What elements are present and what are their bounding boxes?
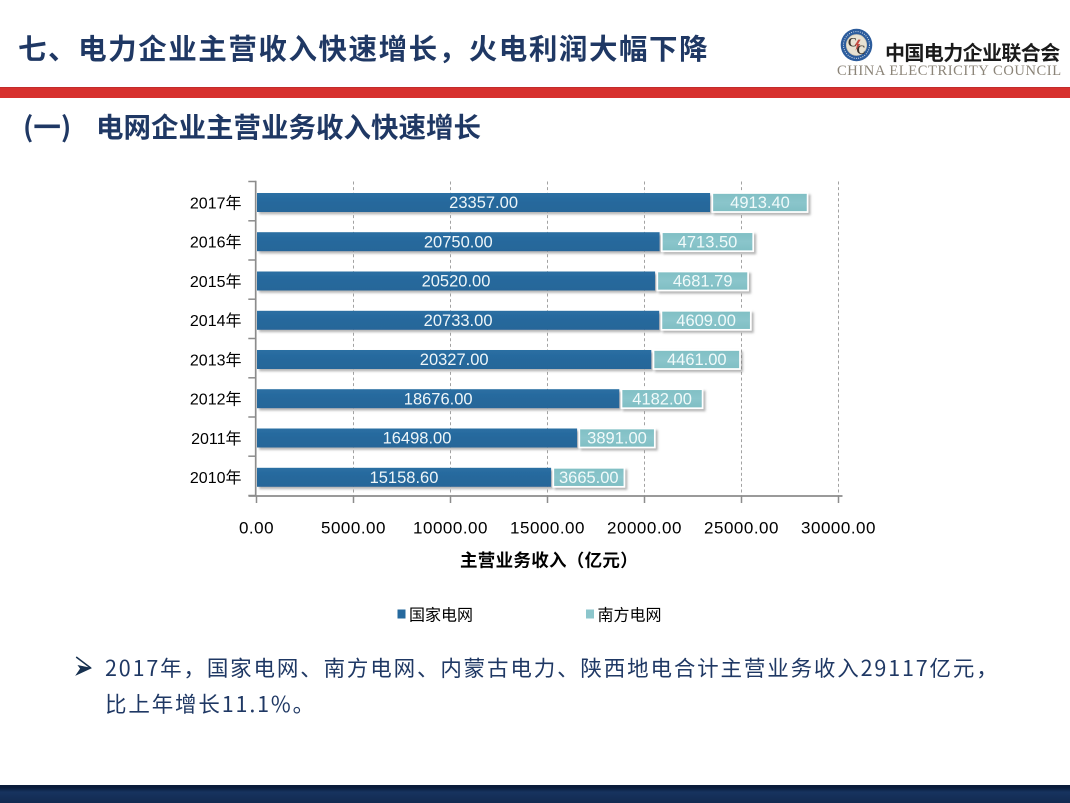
svg-text:23357.00: 23357.00: [449, 194, 518, 212]
svg-text:16498.00: 16498.00: [383, 430, 452, 448]
svg-text:20327.00: 20327.00: [420, 351, 489, 369]
svg-text:南方电网: 南方电网: [598, 602, 662, 626]
svg-text:25000.00: 25000.00: [704, 519, 779, 538]
svg-text:2016年: 2016年: [190, 234, 242, 252]
svg-text:主营业务收入（亿元）: 主营业务收入（亿元）: [460, 548, 638, 573]
svg-text:国家电网: 国家电网: [409, 602, 473, 626]
svg-text:2011年: 2011年: [191, 430, 241, 448]
svg-text:4913.40: 4913.40: [730, 194, 790, 212]
svg-text:30000.00: 30000.00: [801, 519, 876, 538]
svg-text:20000.00: 20000.00: [607, 519, 682, 538]
svg-text:C: C: [848, 36, 857, 50]
svg-text:4182.00: 4182.00: [632, 390, 692, 408]
svg-text:20733.00: 20733.00: [424, 312, 493, 330]
svg-text:15000.00: 15000.00: [510, 519, 585, 538]
svg-text:2015年: 2015年: [190, 273, 242, 291]
svg-text:20750.00: 20750.00: [424, 233, 493, 251]
svg-text:3665.00: 3665.00: [559, 469, 619, 487]
svg-text:0.00: 0.00: [239, 519, 274, 538]
svg-text:2017年: 2017年: [190, 194, 242, 212]
svg-text:3891.00: 3891.00: [587, 430, 647, 448]
svg-text:10000.00: 10000.00: [413, 519, 488, 538]
svg-text:4713.50: 4713.50: [678, 233, 738, 251]
svg-text:18676.00: 18676.00: [404, 390, 473, 408]
svg-text:4461.00: 4461.00: [667, 351, 727, 369]
svg-text:2014年: 2014年: [190, 312, 242, 330]
svg-text:15158.60: 15158.60: [370, 469, 439, 487]
svg-text:C: C: [856, 43, 865, 57]
svg-text:2013年: 2013年: [190, 351, 242, 369]
svg-text:4681.79: 4681.79: [673, 273, 733, 291]
svg-text:2010年: 2010年: [190, 469, 242, 487]
svg-text:2012年: 2012年: [190, 391, 242, 409]
svg-text:5000.00: 5000.00: [321, 519, 386, 538]
svg-text:4609.00: 4609.00: [676, 312, 736, 330]
svg-text:20520.00: 20520.00: [422, 273, 491, 291]
